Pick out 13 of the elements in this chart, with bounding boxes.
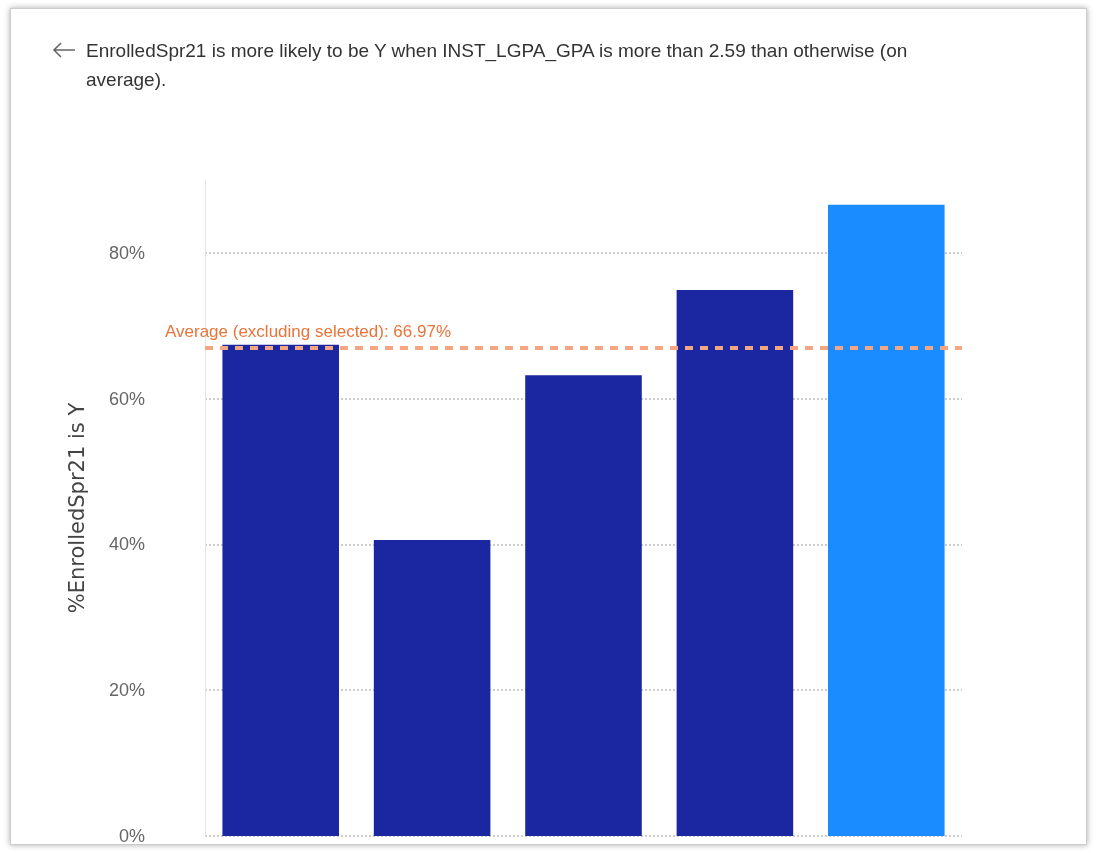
y-tick-label: 20%: [108, 680, 145, 701]
y-tick-label: 80%: [108, 242, 145, 263]
bar: [525, 375, 642, 836]
bar: [222, 344, 339, 836]
bar: [676, 290, 794, 836]
bar: [373, 540, 491, 836]
bar: [828, 204, 945, 836]
y-tick-label: 0%: [118, 826, 145, 846]
ref-line-label: Average (excluding selected): 66.97%: [165, 321, 452, 341]
y-tick-label: 40%: [108, 534, 145, 555]
chart-title: EnrolledSpr21 is more likely to be Y when INST_LGPA_GPA is more than 2.59 than otherwise (on average).: [86, 39, 909, 92]
y-axis-title: %EnrolledSpr21 is Y: [64, 402, 89, 614]
y-tick-label: 60%: [108, 388, 145, 409]
